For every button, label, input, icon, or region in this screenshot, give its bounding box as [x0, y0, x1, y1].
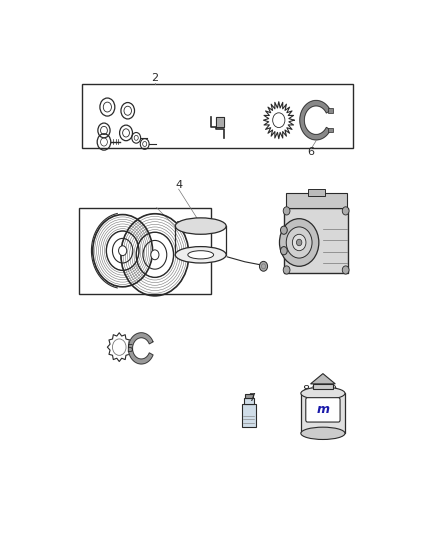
- Circle shape: [286, 227, 312, 258]
- Circle shape: [119, 246, 127, 256]
- Bar: [242, 405, 256, 427]
- Ellipse shape: [188, 251, 214, 259]
- Bar: [82, 84, 353, 148]
- Text: 1: 1: [301, 217, 308, 227]
- Text: 9: 9: [329, 385, 337, 395]
- Bar: [286, 193, 347, 208]
- Text: 4: 4: [175, 180, 182, 190]
- Ellipse shape: [175, 218, 226, 235]
- Circle shape: [280, 247, 287, 255]
- Ellipse shape: [175, 247, 226, 263]
- Polygon shape: [300, 101, 330, 140]
- FancyBboxPatch shape: [306, 398, 340, 422]
- Text: 3: 3: [175, 221, 182, 231]
- Polygon shape: [311, 374, 335, 384]
- Bar: [307, 189, 325, 196]
- Text: 7: 7: [248, 393, 255, 403]
- Ellipse shape: [301, 387, 345, 399]
- Polygon shape: [128, 333, 153, 364]
- Circle shape: [280, 226, 287, 235]
- Bar: [328, 108, 333, 113]
- Text: 6: 6: [307, 147, 314, 157]
- Bar: [301, 393, 345, 433]
- Circle shape: [283, 266, 290, 274]
- Bar: [78, 207, 211, 294]
- Bar: [313, 384, 332, 389]
- Text: m: m: [316, 403, 329, 416]
- Bar: [284, 207, 348, 273]
- Bar: [245, 394, 253, 398]
- Text: 5: 5: [126, 344, 133, 354]
- Polygon shape: [216, 117, 224, 126]
- Bar: [244, 398, 254, 405]
- Circle shape: [342, 207, 349, 215]
- Ellipse shape: [301, 427, 345, 440]
- Circle shape: [293, 235, 306, 251]
- Circle shape: [283, 207, 290, 215]
- Text: 2: 2: [151, 74, 159, 83]
- Text: 8: 8: [302, 385, 310, 395]
- Circle shape: [151, 250, 159, 260]
- Circle shape: [297, 239, 302, 246]
- Bar: [328, 127, 333, 133]
- Circle shape: [259, 261, 268, 271]
- Circle shape: [342, 266, 349, 274]
- Circle shape: [279, 219, 319, 266]
